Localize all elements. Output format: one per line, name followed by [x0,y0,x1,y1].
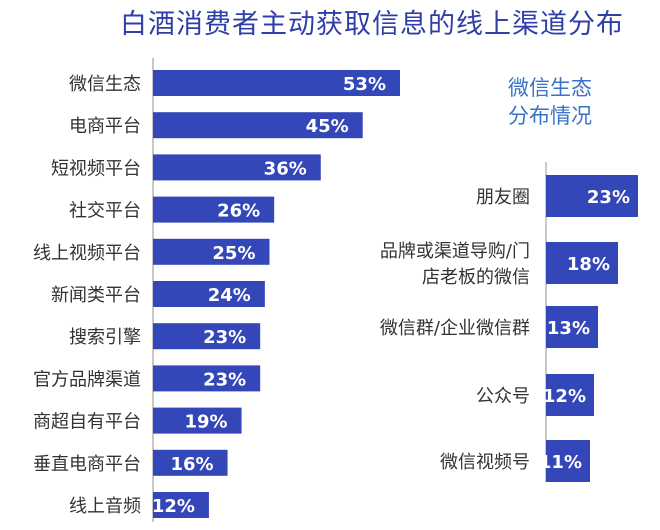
right-category-label-2-0: 微信群/企业微信群 [380,318,530,339]
right-bar-0 [546,175,638,217]
left-bar-10 [153,492,209,518]
left-value-label-7: 23% [203,369,246,390]
left-bar-8 [153,407,242,434]
left-bar-7 [153,365,261,392]
right-bar-1 [546,242,618,284]
left-bar-2 [153,154,321,181]
left-value-label-5: 24% [208,285,251,306]
chart-title: 白酒消费者主动获取信息的线上渠道分布 [120,9,624,40]
right-category-label-3-0: 公众号 [476,386,530,407]
right-bar-3 [546,374,594,416]
left-bar-1 [153,112,363,139]
left-bar-3 [153,196,275,223]
left-category-label-0: 微信生态 [69,74,141,95]
left-bar-4 [153,238,270,265]
right-value-label-1: 18% [567,254,610,275]
left-bar-0 [153,70,400,96]
left-category-label-4: 线上视频平台 [33,243,141,264]
left-category-label-1: 电商平台 [69,116,141,137]
left-value-label-1: 45% [306,116,349,137]
left-category-label-6: 搜索引擎 [69,327,141,348]
left-bar-9 [153,449,228,476]
right-value-label-2: 13% [547,318,590,339]
left-value-label-10: 12% [152,496,195,517]
left-category-label-9: 垂直电商平台 [33,454,141,475]
right-value-label-4: 11% [539,452,582,473]
left-value-label-3: 26% [217,201,260,222]
right-category-label-0-0: 朋友圈 [476,187,530,208]
right-category-label-1-0: 品牌或渠道导购/门 [380,241,530,262]
right-category-label-4-0: 微信视频号 [440,452,530,473]
wechat-breakdown-title: 微信生态 分布情况 [470,74,630,130]
wechat-breakdown-title-line-1: 微信生态 [508,76,592,100]
left-category-label-10: 线上音频 [69,496,141,517]
left-category-label-7: 官方品牌渠道 [33,369,141,390]
left-bar-5 [153,281,265,307]
right-bar-2 [546,306,598,348]
right-value-label-3: 12% [543,386,586,407]
left-value-label-2: 36% [264,158,307,179]
right-category-label-1-1: 店老板的微信 [422,267,530,288]
left-value-label-9: 16% [170,454,213,475]
left-category-label-5: 新闻类平台 [51,285,141,306]
left-value-label-6: 23% [203,327,246,348]
left-value-label-4: 25% [212,243,255,264]
left-value-label-8: 19% [184,412,227,433]
right-value-label-0: 23% [587,187,630,208]
right-bar-4 [546,440,590,482]
wechat-breakdown-title-line-2: 分布情况 [508,104,592,128]
left-value-label-0: 53% [343,74,386,95]
left-category-label-8: 商超自有平台 [33,412,141,433]
left-category-label-2: 短视频平台 [51,158,141,179]
left-bar-6 [153,323,261,350]
left-category-label-3: 社交平台 [69,201,141,222]
